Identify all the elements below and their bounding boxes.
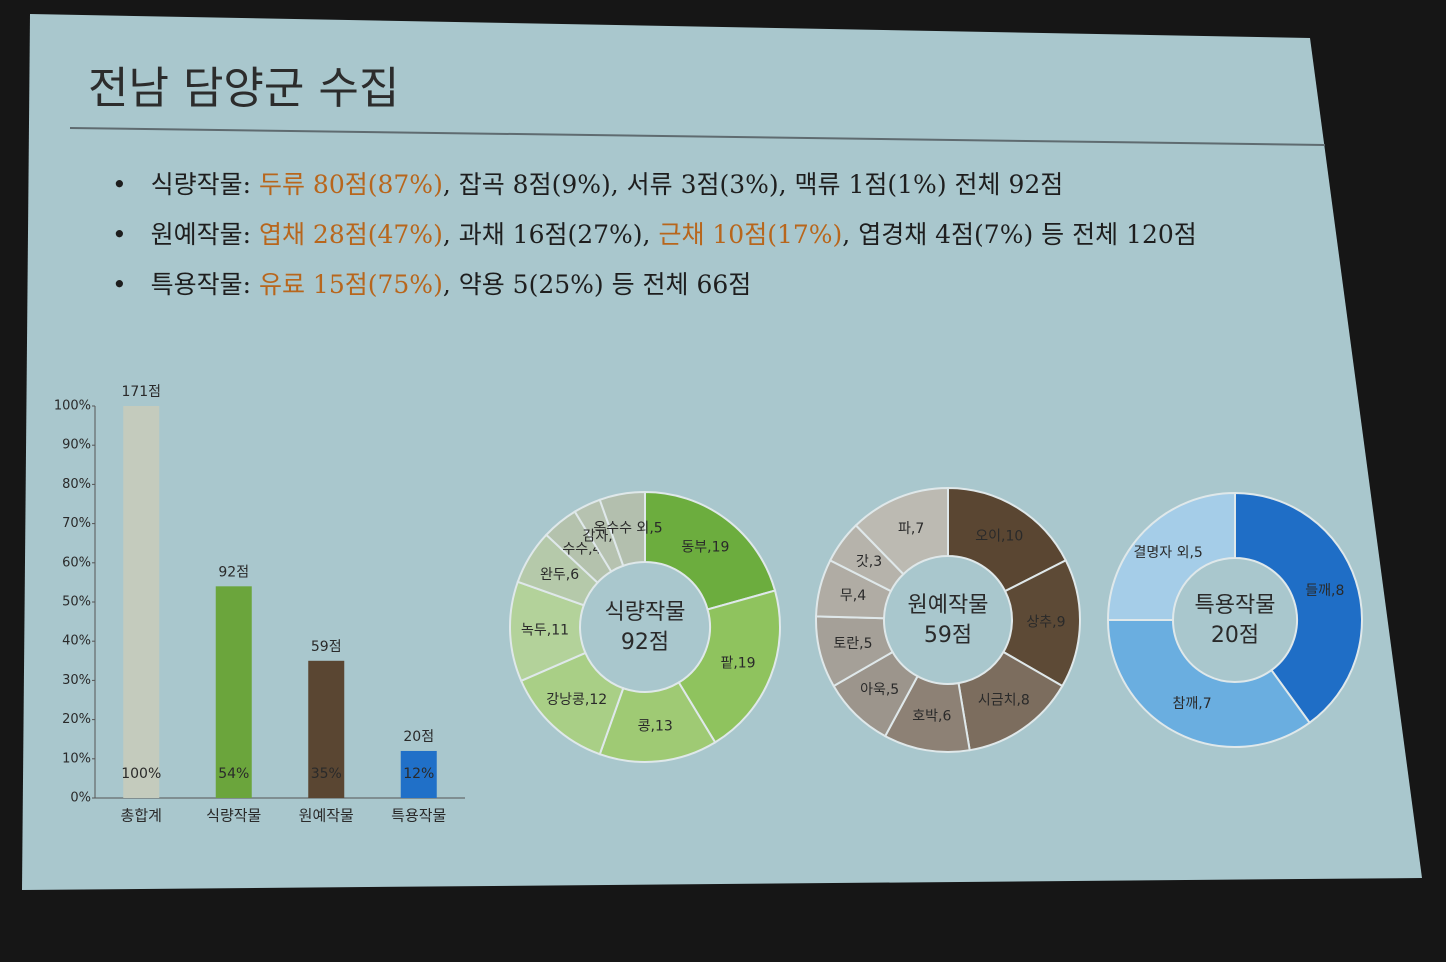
slice-label: 수수,4: [562, 541, 601, 557]
y-tick-label: 60%: [62, 555, 91, 570]
bar-top-label: 59점: [311, 639, 342, 655]
slice-label: 완두,6: [540, 567, 579, 583]
bullet-dot: •: [112, 220, 151, 249]
slice-label: 갓,3: [856, 554, 882, 570]
bullet-text: , 과채 16점(27%),: [442, 220, 659, 249]
y-tick-label: 20%: [62, 712, 91, 727]
bullet-text: 엽채 28점(47%): [258, 220, 443, 249]
donut-center-value: 92점: [621, 630, 669, 655]
donut-slice: [1234, 491, 1363, 725]
bar-top-label: 171점: [121, 384, 161, 400]
y-tick-label: 40%: [62, 634, 91, 649]
bullet-text: 유료 15점(75%): [258, 270, 443, 299]
slice-label: 시금치,8: [978, 693, 1030, 709]
bullet-list: • 식량작물: 두류 80점(87%), 잡곡 8점(9%), 서류 3점(3%…: [112, 165, 1197, 315]
bullet-text: 근채 10점(17%): [658, 220, 843, 249]
bullet-label: 원예작물:: [150, 220, 252, 249]
slice-label: 팥,19: [720, 656, 755, 672]
bar: [308, 660, 345, 798]
y-tick-label: 50%: [62, 595, 91, 610]
slice-label: 오이,10: [975, 529, 1023, 545]
y-tick-label: 10%: [62, 751, 91, 766]
y-tick-label: 100%: [54, 399, 91, 414]
y-tick-label: 80%: [62, 477, 91, 492]
slide-title: 전남 담양군 수집: [88, 63, 400, 114]
slice-label: 토란,5: [833, 636, 872, 652]
donut-center-value: 59점: [924, 623, 972, 648]
value-label: 100%: [121, 766, 161, 782]
donut-center-value: 20점: [1211, 623, 1259, 648]
slice-label: 녹두,11: [521, 622, 569, 638]
value-label: 54%: [218, 766, 249, 782]
slice-label: 동부,19: [681, 539, 729, 555]
title-rule: [69, 127, 1326, 146]
bar-top-label: 92점: [218, 564, 249, 580]
donut-slice: [677, 589, 781, 744]
donut-slice: [854, 486, 949, 576]
bullet-dot: •: [112, 270, 151, 299]
bullet: • 특용작물: 유료 15점(75%), 약용 5(25%) 등 전체 66점: [112, 265, 1197, 315]
slice-label: 무,4: [840, 588, 866, 604]
x-tick-label: 식량작물: [206, 807, 261, 825]
spacer: [251, 170, 259, 199]
bullet-text: , 엽경채 4점(7%) 등 전체 120점: [842, 220, 1197, 249]
donut-center-title: 식량작물: [605, 600, 686, 625]
slide-background: [22, 14, 1422, 890]
bullet-text: 두류 80점(87%): [258, 170, 443, 199]
y-tick-label: 0%: [70, 791, 91, 806]
bullet: • 식량작물: 두류 80점(87%), 잡곡 8점(9%), 서류 3점(3%…: [112, 165, 1197, 215]
bar: [215, 586, 252, 798]
slice-label: 상추,9: [1026, 615, 1065, 631]
y-tick-label: 90%: [62, 438, 91, 453]
value-label: 12%: [403, 766, 434, 782]
bar: [400, 750, 437, 798]
donut-slice: [1106, 619, 1312, 748]
bar-top-label: 20점: [403, 729, 434, 745]
slice-label: 옥수수 외,5: [593, 520, 662, 536]
y-tick-label: 70%: [62, 516, 91, 531]
bullet-text: , 잡곡 8점(9%), 서류 3점(3%), 맥류 1점(1%) 전체 92점: [442, 170, 1064, 199]
spacer: [251, 270, 259, 299]
bullet-dot: •: [112, 170, 151, 199]
bullet-text: , 약용 5(25%) 등 전체 66점: [442, 270, 752, 299]
donut-slice: [598, 490, 646, 568]
value-label: 35%: [311, 766, 342, 782]
donut-slice: [947, 486, 1068, 593]
donut-center-title: 특용작물: [1195, 593, 1276, 618]
bullet-label: 특용작물:: [150, 270, 252, 299]
bar: [123, 406, 160, 798]
x-tick-label: 특용작물: [391, 807, 446, 825]
slice-label: 파,7: [898, 521, 924, 537]
spacer: [251, 220, 259, 249]
slice-label: 결명자 외,5: [1134, 545, 1203, 561]
slice-label: 참깨,7: [1173, 696, 1212, 712]
slice-label: 강낭콩,12: [546, 692, 607, 708]
x-tick-label: 총합계: [121, 807, 162, 825]
y-tick-label: 30%: [62, 673, 91, 688]
slice-label: 호박,6: [912, 709, 951, 725]
slice-label: 아욱,5: [860, 682, 899, 698]
slice-label: 콩,13: [638, 718, 673, 734]
x-tick-label: 원예작물: [299, 807, 354, 825]
donut-slice: [1106, 491, 1236, 621]
donut-center-title: 원예작물: [908, 593, 989, 618]
slice-label: 들깨,8: [1305, 583, 1344, 599]
bullet-label: 식량작물:: [150, 170, 252, 199]
bullet: • 원예작물: 엽채 28점(47%), 과채 16점(27%), 근채 10점…: [112, 215, 1197, 265]
donut-slice: [644, 490, 777, 611]
